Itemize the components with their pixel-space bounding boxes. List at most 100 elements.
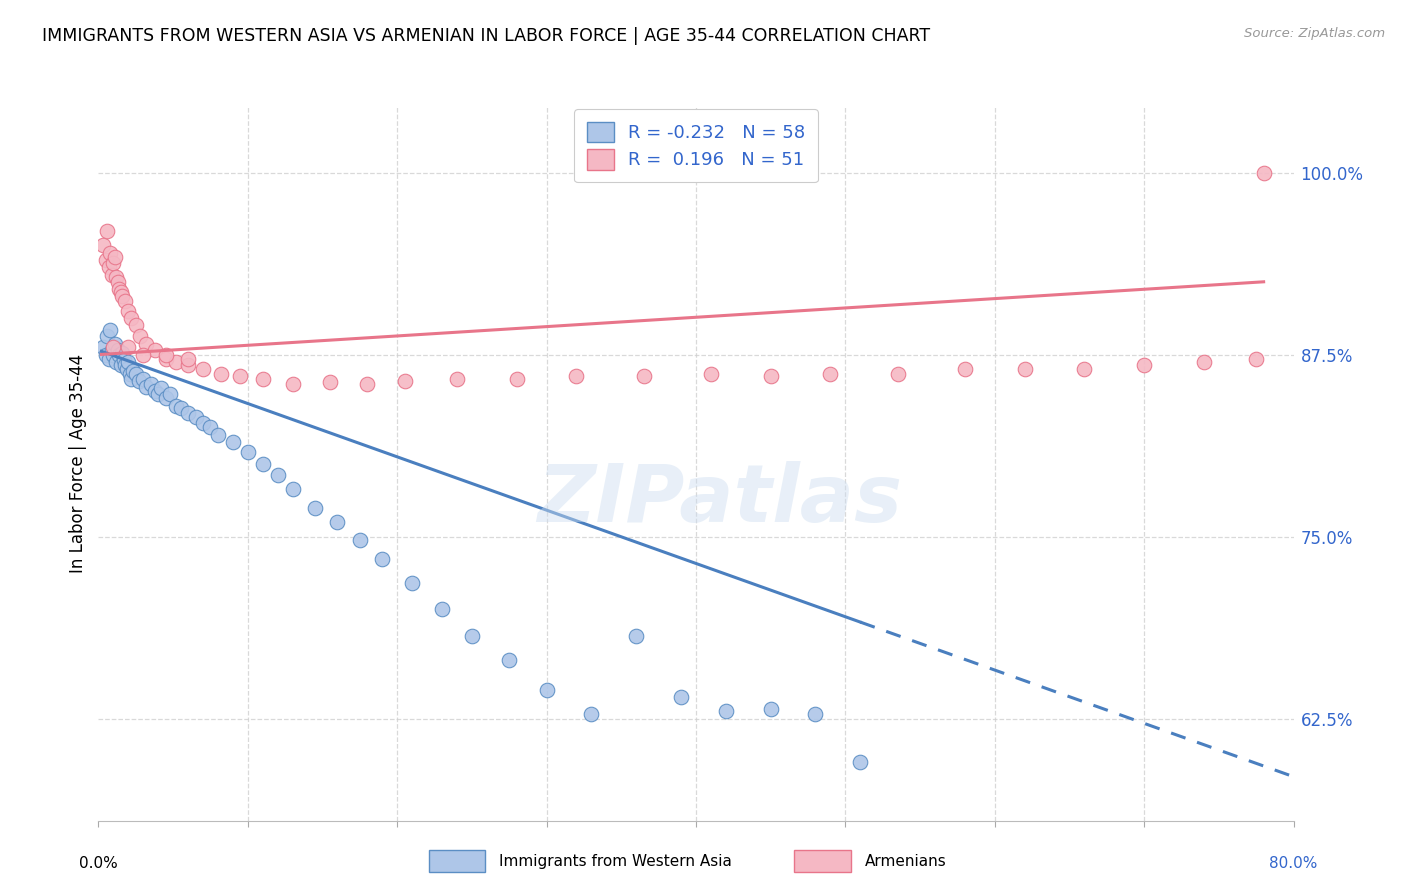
Point bbox=[207, 427, 229, 442]
Point bbox=[117, 355, 139, 369]
Point bbox=[177, 358, 200, 372]
Point bbox=[1073, 362, 1095, 376]
Point bbox=[128, 374, 150, 388]
Point bbox=[117, 304, 139, 318]
Point bbox=[165, 355, 187, 369]
Point bbox=[111, 289, 134, 303]
Point bbox=[252, 372, 274, 386]
Point bbox=[111, 346, 134, 360]
Point bbox=[115, 362, 138, 376]
Point bbox=[139, 376, 162, 391]
Point bbox=[633, 369, 655, 384]
Point bbox=[96, 328, 118, 343]
Point bbox=[110, 285, 132, 299]
Point bbox=[565, 369, 588, 384]
Point bbox=[96, 224, 118, 238]
Point bbox=[94, 348, 117, 362]
Point bbox=[430, 602, 453, 616]
Point bbox=[135, 379, 157, 393]
Point bbox=[849, 756, 872, 770]
Point bbox=[191, 416, 214, 430]
Point bbox=[624, 629, 647, 643]
Point bbox=[165, 399, 187, 413]
Text: Source: ZipAtlas.com: Source: ZipAtlas.com bbox=[1244, 27, 1385, 40]
Point bbox=[91, 238, 114, 252]
Text: Armenians: Armenians bbox=[865, 855, 946, 869]
Point bbox=[446, 372, 468, 386]
Point bbox=[121, 364, 143, 378]
Point bbox=[132, 348, 155, 362]
Point bbox=[114, 293, 136, 308]
Point bbox=[759, 369, 782, 384]
Point bbox=[281, 376, 304, 391]
Point bbox=[304, 500, 326, 515]
Point bbox=[112, 353, 135, 368]
Text: 80.0%: 80.0% bbox=[1270, 856, 1317, 871]
Point bbox=[236, 445, 259, 459]
Point bbox=[101, 268, 124, 282]
Point bbox=[581, 707, 603, 722]
Point bbox=[108, 348, 131, 362]
Point bbox=[110, 358, 132, 372]
Point bbox=[191, 362, 214, 376]
Point bbox=[169, 401, 191, 416]
Text: Immigrants from Western Asia: Immigrants from Western Asia bbox=[499, 855, 733, 869]
Point bbox=[506, 372, 529, 386]
Point bbox=[120, 372, 142, 386]
Point bbox=[94, 252, 117, 267]
Point bbox=[105, 270, 128, 285]
Point bbox=[953, 362, 976, 376]
Point bbox=[107, 275, 129, 289]
Point bbox=[371, 551, 394, 566]
Point bbox=[267, 468, 290, 483]
Y-axis label: In Labor Force | Age 35-44: In Labor Force | Age 35-44 bbox=[69, 354, 87, 574]
Point bbox=[401, 576, 423, 591]
Point bbox=[159, 387, 181, 401]
Point bbox=[120, 311, 142, 326]
Point bbox=[132, 372, 155, 386]
Point bbox=[326, 515, 349, 529]
Point bbox=[222, 435, 245, 450]
Point bbox=[804, 707, 827, 722]
Point bbox=[177, 406, 200, 420]
Point bbox=[91, 340, 114, 354]
Point bbox=[209, 367, 232, 381]
Point bbox=[117, 340, 139, 354]
Point bbox=[107, 343, 129, 358]
Point bbox=[125, 367, 148, 381]
Point bbox=[319, 376, 342, 390]
Point bbox=[105, 355, 128, 369]
Point bbox=[150, 381, 173, 395]
Point bbox=[97, 351, 120, 366]
Text: ZIPatlas: ZIPatlas bbox=[537, 460, 903, 539]
Point bbox=[143, 384, 166, 398]
Point bbox=[125, 318, 148, 333]
Point bbox=[155, 351, 177, 366]
Point bbox=[281, 482, 304, 496]
Text: 0.0%: 0.0% bbox=[79, 856, 118, 871]
Point bbox=[103, 348, 125, 362]
Point bbox=[177, 351, 200, 366]
Point bbox=[536, 682, 558, 697]
Point bbox=[820, 367, 842, 381]
Point bbox=[1192, 355, 1215, 369]
Point bbox=[98, 323, 122, 337]
Legend: R = -0.232   N = 58, R =  0.196   N = 51: R = -0.232 N = 58, R = 0.196 N = 51 bbox=[574, 109, 818, 182]
Point bbox=[356, 376, 378, 391]
Point bbox=[669, 690, 692, 704]
Point bbox=[104, 250, 127, 264]
Point bbox=[101, 343, 124, 358]
Point bbox=[143, 343, 166, 358]
Point bbox=[108, 282, 131, 296]
Point bbox=[229, 369, 252, 384]
Point bbox=[148, 387, 170, 401]
Point bbox=[200, 420, 222, 434]
Point bbox=[349, 533, 371, 547]
Point bbox=[461, 629, 484, 643]
Point bbox=[104, 337, 127, 351]
Point bbox=[1133, 358, 1156, 372]
Point bbox=[252, 457, 274, 471]
Point bbox=[886, 367, 908, 381]
Point bbox=[155, 348, 177, 362]
Point bbox=[155, 392, 177, 406]
